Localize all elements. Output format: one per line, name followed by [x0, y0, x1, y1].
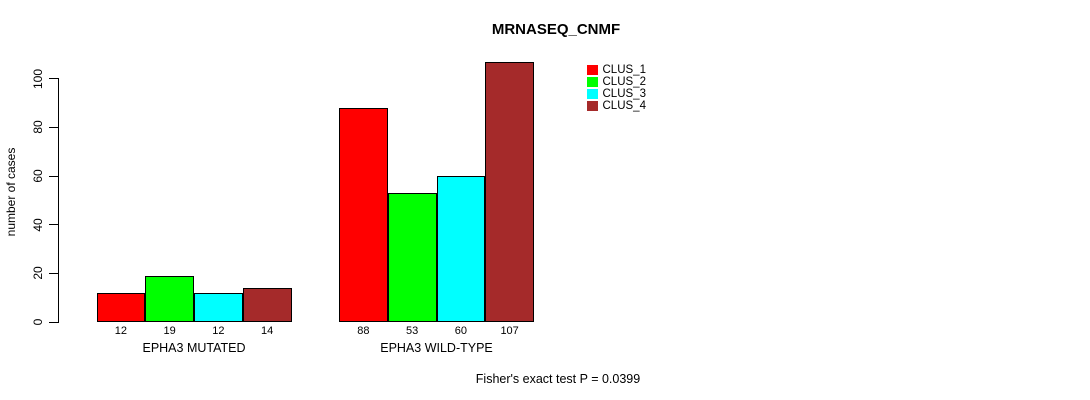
- legend-swatch-icon: [587, 64, 598, 76]
- y-axis-line: [58, 78, 59, 323]
- y-tick-mark: [49, 126, 59, 128]
- bar-clus_1: [96, 292, 146, 322]
- legend-label: CLUS_4: [602, 100, 646, 112]
- bar-clus_2: [387, 193, 437, 322]
- legend-label: CLUS_2: [602, 76, 646, 88]
- y-tick-mark: [49, 272, 59, 274]
- bar-value-label: 60: [454, 325, 467, 337]
- legend-label: CLUS_3: [602, 88, 646, 100]
- legend-item-clus_3: CLUS_3: [587, 88, 646, 100]
- y-tick-label: 0: [31, 318, 45, 326]
- y-tick-mark: [49, 78, 59, 80]
- bar-value-label: 107: [500, 325, 519, 337]
- bar-value-label: 53: [406, 325, 419, 337]
- y-tick-label: 80: [31, 120, 45, 135]
- annotation-text: Fisher's exact test P = 0.0399: [475, 372, 641, 386]
- legend-swatch-icon: [587, 88, 598, 100]
- legend-item-clus_1: CLUS_1: [587, 64, 646, 76]
- bar-value-label: 12: [212, 325, 225, 337]
- y-tick-label: 100: [31, 68, 45, 89]
- legend-label: CLUS_1: [602, 64, 646, 76]
- bar-clus_4: [242, 287, 292, 322]
- bar-value-label: 88: [357, 325, 370, 337]
- y-axis-label: number of cases: [4, 147, 18, 237]
- legend-item-clus_2: CLUS_2: [587, 76, 646, 88]
- y-tick-mark: [49, 321, 59, 323]
- y-tick-mark: [49, 175, 59, 177]
- bar-value-label: 19: [163, 325, 176, 337]
- x-category-label: EPHA3 MUTATED: [142, 341, 246, 355]
- y-tick-label: 60: [31, 169, 45, 183]
- bar-value-label: 14: [261, 325, 274, 337]
- y-tick-label: 40: [31, 217, 45, 232]
- bar-clus_3: [436, 176, 486, 322]
- y-tick-mark: [49, 224, 59, 226]
- legend-swatch-icon: [587, 100, 598, 112]
- legend-swatch-icon: [587, 76, 598, 88]
- y-tick-label: 20: [31, 266, 45, 281]
- legend: CLUS_1 CLUS_2 CLUS_3 CLUS_4: [587, 64, 646, 112]
- bar-clus_2: [145, 275, 194, 322]
- x-category-label: EPHA3 WILD-TYPE: [380, 341, 493, 355]
- bar-clus_3: [194, 292, 243, 322]
- bar-clus_4: [485, 61, 534, 322]
- bar-clus_1: [339, 107, 388, 322]
- chart-title: MRNASEQ_CNMF: [491, 21, 621, 38]
- legend-item-clus_4: CLUS_4: [587, 100, 646, 112]
- bar-value-label: 12: [114, 325, 127, 337]
